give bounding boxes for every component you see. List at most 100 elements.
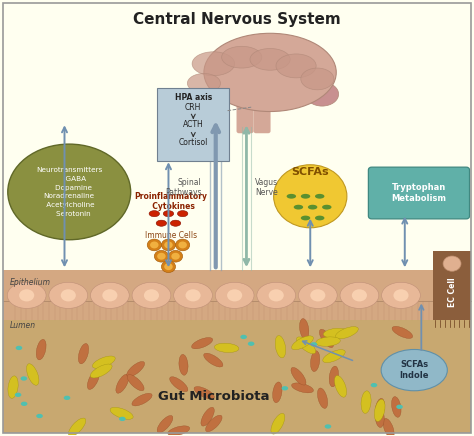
Ellipse shape xyxy=(273,165,347,228)
Text: ACTH: ACTH xyxy=(183,120,204,129)
Ellipse shape xyxy=(157,416,173,433)
Ellipse shape xyxy=(310,351,320,371)
Ellipse shape xyxy=(393,289,409,301)
Ellipse shape xyxy=(164,242,173,249)
FancyBboxPatch shape xyxy=(237,85,254,133)
Ellipse shape xyxy=(19,289,34,301)
Ellipse shape xyxy=(173,283,212,308)
Ellipse shape xyxy=(269,289,284,301)
Text: Proinflammatory
  Cytokines: Proinflammatory Cytokines xyxy=(134,192,207,211)
Ellipse shape xyxy=(273,382,282,403)
Ellipse shape xyxy=(340,283,379,308)
Text: HPA axis: HPA axis xyxy=(174,93,212,102)
Ellipse shape xyxy=(187,74,220,93)
Ellipse shape xyxy=(8,376,18,399)
Ellipse shape xyxy=(323,328,348,338)
Ellipse shape xyxy=(240,335,247,339)
Ellipse shape xyxy=(315,216,324,220)
Ellipse shape xyxy=(161,261,175,272)
Ellipse shape xyxy=(387,355,410,364)
Ellipse shape xyxy=(68,418,86,436)
Ellipse shape xyxy=(392,397,401,417)
Ellipse shape xyxy=(325,424,331,429)
Ellipse shape xyxy=(292,383,313,393)
Ellipse shape xyxy=(132,393,152,406)
Ellipse shape xyxy=(157,253,165,260)
Ellipse shape xyxy=(8,144,131,240)
Ellipse shape xyxy=(92,356,115,368)
Ellipse shape xyxy=(315,194,324,199)
Ellipse shape xyxy=(132,283,171,308)
Ellipse shape xyxy=(222,46,262,68)
FancyBboxPatch shape xyxy=(254,85,271,133)
Ellipse shape xyxy=(78,344,89,364)
Ellipse shape xyxy=(179,354,188,375)
Ellipse shape xyxy=(375,407,384,427)
Ellipse shape xyxy=(21,402,27,406)
Text: Vagus
Nerve: Vagus Nerve xyxy=(255,178,278,197)
Ellipse shape xyxy=(308,205,318,210)
Ellipse shape xyxy=(443,256,461,271)
Ellipse shape xyxy=(322,205,331,210)
Ellipse shape xyxy=(215,283,254,308)
Ellipse shape xyxy=(383,419,394,436)
Ellipse shape xyxy=(87,370,100,389)
Ellipse shape xyxy=(178,242,187,249)
Ellipse shape xyxy=(282,386,288,391)
Ellipse shape xyxy=(271,413,285,434)
Text: SCFAs
Indole: SCFAs Indole xyxy=(400,361,429,380)
Ellipse shape xyxy=(227,289,242,301)
Ellipse shape xyxy=(20,376,27,381)
Ellipse shape xyxy=(150,242,158,249)
Bar xyxy=(3,3,471,270)
Ellipse shape xyxy=(61,289,76,301)
Ellipse shape xyxy=(392,327,413,338)
Ellipse shape xyxy=(192,52,235,76)
Ellipse shape xyxy=(147,239,161,251)
Text: Epithelium: Epithelium xyxy=(10,278,51,287)
Ellipse shape xyxy=(49,283,88,308)
Ellipse shape xyxy=(91,364,112,378)
Ellipse shape xyxy=(206,415,222,432)
Ellipse shape xyxy=(323,350,345,363)
Ellipse shape xyxy=(194,387,214,399)
Ellipse shape xyxy=(352,289,367,301)
Ellipse shape xyxy=(257,283,296,308)
Ellipse shape xyxy=(301,68,334,90)
Ellipse shape xyxy=(127,361,145,377)
Ellipse shape xyxy=(161,239,175,251)
Ellipse shape xyxy=(168,250,182,262)
Ellipse shape xyxy=(310,342,317,347)
Ellipse shape xyxy=(102,289,118,301)
Ellipse shape xyxy=(301,216,310,220)
Text: Tryptophan
Metabolism: Tryptophan Metabolism xyxy=(392,183,447,203)
Ellipse shape xyxy=(300,319,309,339)
Ellipse shape xyxy=(36,414,43,418)
Ellipse shape xyxy=(177,211,188,217)
Ellipse shape xyxy=(36,339,46,360)
Ellipse shape xyxy=(375,399,384,419)
Ellipse shape xyxy=(306,82,338,106)
Ellipse shape xyxy=(64,395,70,400)
Ellipse shape xyxy=(185,289,201,301)
Ellipse shape xyxy=(163,211,173,217)
Ellipse shape xyxy=(318,388,328,409)
Text: Spinal
Pathways: Spinal Pathways xyxy=(165,178,201,197)
Ellipse shape xyxy=(292,336,313,350)
Ellipse shape xyxy=(276,54,316,78)
Ellipse shape xyxy=(382,283,420,308)
Ellipse shape xyxy=(91,283,129,308)
Ellipse shape xyxy=(171,253,180,260)
Ellipse shape xyxy=(374,399,385,422)
Text: Immune Cells: Immune Cells xyxy=(145,231,197,240)
Text: Lumen: Lumen xyxy=(10,321,36,330)
Ellipse shape xyxy=(381,350,447,391)
Ellipse shape xyxy=(201,407,214,426)
Ellipse shape xyxy=(275,336,286,358)
Ellipse shape xyxy=(170,377,188,392)
Ellipse shape xyxy=(336,327,358,339)
Ellipse shape xyxy=(7,283,46,308)
Ellipse shape xyxy=(329,366,338,387)
Ellipse shape xyxy=(127,375,144,391)
Ellipse shape xyxy=(214,343,239,352)
